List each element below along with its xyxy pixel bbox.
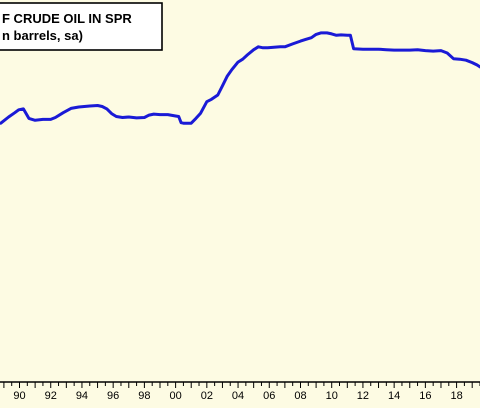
x-tick-label: 98 xyxy=(138,390,150,402)
series-line xyxy=(0,31,480,125)
x-tick-label: 16 xyxy=(419,390,431,402)
x-tick-label: 08 xyxy=(294,390,306,402)
x-tick-label: 96 xyxy=(107,390,119,402)
legend-title-line-2: n barrels, sa) xyxy=(2,28,83,43)
legend-box: F CRUDE OIL IN SPR n barrels, sa) xyxy=(0,2,163,51)
x-tick-label: 18 xyxy=(450,390,462,402)
x-tick-label: 06 xyxy=(263,390,275,402)
series-layer xyxy=(0,31,480,125)
x-tick-label: 02 xyxy=(201,390,213,402)
x-tick-label: 90 xyxy=(13,390,25,402)
x-tick-label: 94 xyxy=(76,390,88,402)
x-tick-label: 10 xyxy=(326,390,338,402)
x-tick-label: 00 xyxy=(169,390,181,402)
x-tick-label: 12 xyxy=(357,390,369,402)
x-tick-label: 14 xyxy=(388,390,400,402)
legend-title-line-1: F CRUDE OIL IN SPR xyxy=(2,11,132,26)
x-tick-label: 04 xyxy=(232,390,244,402)
x-tick-label: 92 xyxy=(45,390,57,402)
legend-frame xyxy=(0,2,163,51)
x-axis: 90 92 94 96 98 00 02 04 06 08 10 12 14 16 18 xyxy=(0,381,480,402)
